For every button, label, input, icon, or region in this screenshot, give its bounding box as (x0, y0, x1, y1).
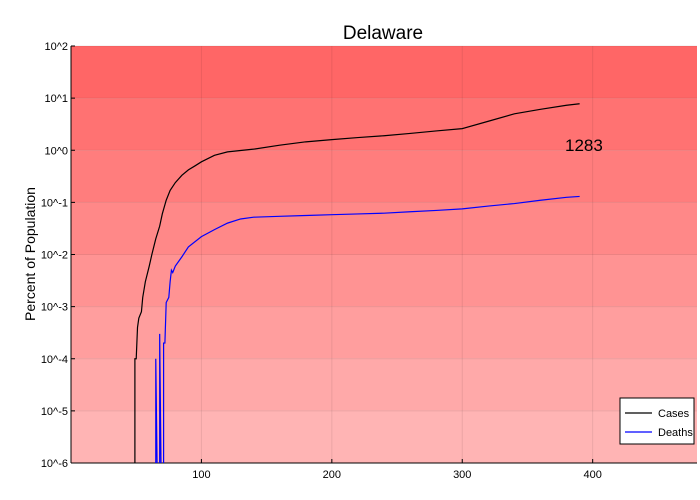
y-tick-label: 10^-6 (41, 458, 68, 470)
x-tick-label: 300 (453, 469, 471, 481)
y-tick-label: 10^2 (44, 41, 68, 53)
legend-label-deaths: Deaths (658, 427, 693, 439)
background-bands (71, 46, 697, 463)
x-tick-label: 100 (192, 469, 210, 481)
background-band (71, 46, 697, 99)
x-tick-labels: 100 200 300 400 (192, 459, 602, 481)
series-line-deaths (155, 358, 158, 464)
y-tick-label: 10^0 (44, 145, 68, 157)
background-band (71, 150, 697, 203)
y-tick-label: 10^-2 (41, 250, 68, 262)
y-tick-label: 10^-3 (41, 302, 68, 314)
series-line-deaths (159, 333, 162, 464)
series-line-cases (134, 103, 580, 463)
y-tick-label: 10^-4 (41, 354, 68, 366)
y-tick-label: 10^1 (44, 93, 68, 105)
legend-label-cases: Cases (658, 408, 690, 420)
chart-title: Delaware (343, 23, 423, 44)
background-band (71, 254, 697, 307)
y-tick-labels: 10^2 10^1 10^0 10^-1 10^-2 10^-3 10^-4 10^-5 10^… (41, 41, 75, 470)
y-tick-label: 10^-1 (41, 197, 68, 209)
y-axis-label: Percent of Population (22, 187, 38, 321)
x-tick-label: 400 (583, 469, 601, 481)
series-lines (134, 103, 580, 464)
legend: Cases Deaths (619, 397, 695, 445)
background-band (71, 98, 697, 151)
background-band (71, 306, 697, 359)
background-band (71, 358, 697, 411)
background-band (71, 410, 697, 463)
series-line-deaths (163, 195, 580, 463)
y-tick-label: 10^-5 (41, 406, 68, 418)
legend-box (619, 397, 695, 445)
background-band (71, 202, 697, 255)
annotation-label: 1283 (565, 136, 603, 155)
x-tick-label: 200 (323, 469, 341, 481)
